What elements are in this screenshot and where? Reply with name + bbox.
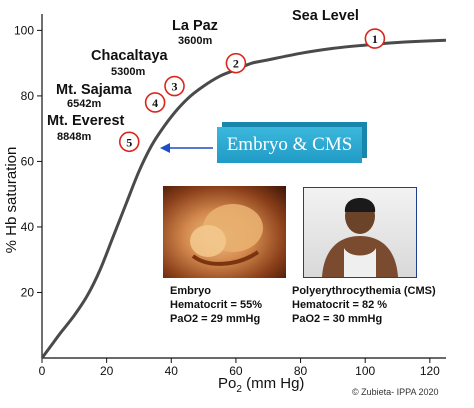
place-altitude-5: 8848m — [57, 131, 91, 143]
embryo-photo — [163, 186, 286, 278]
point-circle-1 — [364, 28, 386, 49]
altitude-point-5: 5 — [118, 131, 140, 153]
point-number-4: 4 — [152, 96, 158, 110]
x-tick-label-100: 100 — [355, 364, 375, 378]
place-name-5: Mt. Everest — [47, 113, 125, 129]
embryo-caption-title: Embryo — [170, 285, 211, 297]
y-tick-label-40: 40 — [21, 220, 35, 234]
y-tick-label-20: 20 — [21, 285, 35, 299]
y-tick-label-80: 80 — [21, 89, 35, 103]
x-tick-label-60: 60 — [229, 364, 243, 378]
place-altitude-2: 3600m — [178, 35, 212, 47]
y-tick-label-100: 100 — [14, 23, 34, 37]
point-circle-5 — [118, 131, 140, 153]
callout-arrow — [160, 143, 213, 153]
altitude-point-4: 4 — [144, 92, 166, 113]
points-layer: 1 2 34 5 — [118, 28, 386, 153]
y-axis-label: % Hb saturation — [3, 147, 20, 254]
point-number-1: 1 — [372, 32, 378, 46]
embryo-caption-pao2: PaO2 = 29 mmHg — [170, 313, 261, 325]
hb-dissociation-curve-0 — [40, 38, 447, 359]
x-tick-label-0: 0 — [39, 364, 46, 378]
y-tick-label-60: 60 — [21, 154, 35, 168]
x-axis-label: Po2 (mm Hg) — [218, 375, 304, 395]
x-tick-label-40: 40 — [165, 364, 179, 378]
cms-patient-photo — [303, 187, 417, 278]
point-number-5: 5 — [126, 135, 132, 149]
cms-caption-pao2: PaO2 = 30 mmHg — [292, 313, 383, 325]
x-tick-label-20: 20 — [100, 364, 114, 378]
altitude-point-3: 3 — [164, 75, 185, 97]
place-name-1: Sea Level — [292, 8, 359, 24]
place-name-2: La Paz — [172, 18, 218, 34]
point-circle-2 — [225, 52, 247, 74]
cms-caption-hematocrit: Hematocrit = 82 % — [292, 299, 388, 311]
embryo-caption-hematocrit: Hematocrit = 55% — [170, 299, 263, 311]
place-name-4: Mt. Sajama — [56, 82, 133, 98]
point-number-3: 3 — [172, 80, 178, 94]
cms-caption-title: Polyerythrocythemia (CMS) — [292, 285, 436, 297]
point-number-2: 2 — [233, 57, 239, 71]
axes: 20 40 60 80 100 0 20 40 60 80 100 120 — [14, 14, 446, 378]
point-circle-3 — [164, 75, 185, 97]
callout-arrow-head — [160, 143, 170, 153]
x-tick-label-80: 80 — [294, 364, 308, 378]
place-altitude-4: 6542m — [67, 98, 101, 110]
altitude-point-1: 1 — [364, 28, 386, 49]
point-circle-4 — [144, 92, 166, 113]
copyright-text: © Zubieta- IPPA 2020 — [352, 387, 439, 397]
embryo-cms-callout: Embryo & CMS — [217, 127, 362, 163]
x-tick-label-120: 120 — [420, 364, 440, 378]
place-name-3: Chacaltaya — [91, 48, 169, 64]
place-altitude-3: 5300m — [111, 66, 145, 78]
altitude-point-2: 2 — [225, 52, 247, 74]
curve-layer — [40, 38, 447, 359]
